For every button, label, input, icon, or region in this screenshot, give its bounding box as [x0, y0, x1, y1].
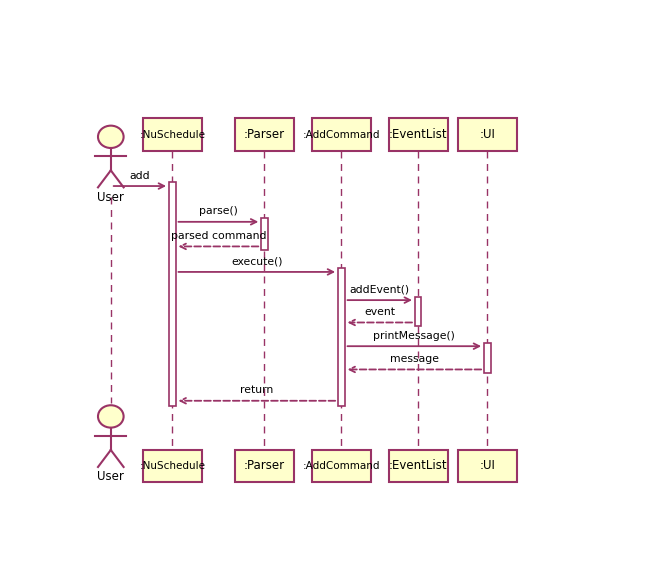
Bar [458, 450, 517, 482]
Bar [235, 119, 294, 150]
Bar [312, 450, 371, 482]
Text: :NuSchedule: :NuSchedule [139, 130, 206, 139]
Text: :AddCommand: :AddCommand [303, 461, 380, 471]
Bar [338, 268, 344, 406]
Bar [389, 450, 447, 482]
Bar [484, 343, 490, 372]
Bar [389, 119, 447, 150]
Text: message: message [390, 354, 439, 364]
Text: User: User [97, 191, 124, 203]
Text: add: add [130, 171, 150, 181]
Bar [143, 450, 202, 482]
Text: :EventList: :EventList [389, 128, 447, 141]
Bar [143, 119, 202, 150]
Text: parse(): parse() [199, 206, 238, 217]
Text: addEvent(): addEvent() [350, 285, 410, 295]
Text: execute(): execute() [231, 257, 282, 267]
Text: :UI: :UI [479, 459, 495, 472]
Text: printMessage(): printMessage() [373, 331, 455, 341]
Text: :NuSchedule: :NuSchedule [139, 461, 206, 471]
Text: :Parser: :Parser [244, 459, 285, 472]
Text: :UI: :UI [479, 128, 495, 141]
Text: :AddCommand: :AddCommand [303, 130, 380, 139]
Circle shape [98, 406, 124, 428]
Circle shape [98, 125, 124, 148]
Bar [312, 119, 371, 150]
Text: parsed command: parsed command [171, 231, 266, 241]
Bar [458, 119, 517, 150]
Text: User: User [97, 470, 124, 483]
Bar [261, 218, 268, 250]
Text: return: return [240, 385, 274, 396]
Text: event: event [364, 307, 395, 317]
Bar [235, 450, 294, 482]
Text: :Parser: :Parser [244, 128, 285, 141]
Bar [169, 182, 176, 406]
Text: :EventList: :EventList [389, 459, 447, 472]
Bar [415, 296, 422, 325]
